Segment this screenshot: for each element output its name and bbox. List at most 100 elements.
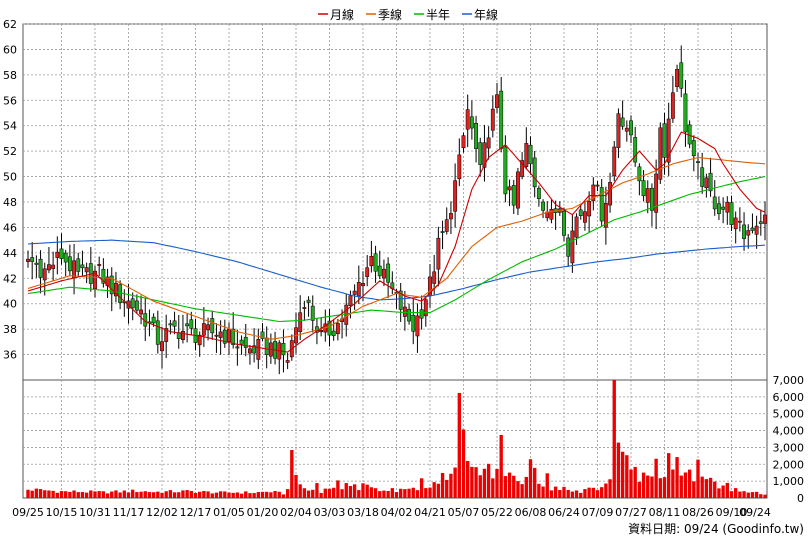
volume-bar bbox=[206, 491, 210, 498]
legend-label: 季線 bbox=[378, 7, 402, 22]
candle-body bbox=[495, 94, 499, 108]
volume-bar bbox=[754, 491, 759, 498]
candle-body bbox=[691, 140, 696, 157]
volume-bar bbox=[604, 483, 608, 498]
candle-body bbox=[335, 323, 340, 335]
ma-month-line bbox=[27, 131, 766, 353]
price-tick-label: 62 bbox=[3, 18, 17, 31]
date-tick-label: 08/11 bbox=[649, 506, 681, 519]
volume-tick-label: 1,000 bbox=[773, 475, 805, 488]
volume-bar bbox=[633, 466, 637, 498]
volume-bar bbox=[185, 490, 189, 498]
volume-bar bbox=[407, 488, 411, 498]
volume-bar bbox=[193, 492, 198, 498]
volume-bar bbox=[126, 492, 131, 498]
price-tick-label: 38 bbox=[3, 323, 17, 336]
volume-bar bbox=[101, 491, 106, 498]
candle-body bbox=[84, 267, 89, 273]
candle-body bbox=[344, 304, 349, 325]
volume-bar bbox=[260, 491, 265, 498]
volume-bar bbox=[558, 489, 562, 498]
volume-bar bbox=[549, 490, 554, 498]
candle-body bbox=[536, 187, 541, 199]
volume-bar bbox=[352, 484, 357, 498]
volume-bar bbox=[47, 490, 51, 498]
price-tick-label: 58 bbox=[3, 69, 17, 82]
volume-bar bbox=[114, 490, 118, 498]
volume-bar bbox=[625, 455, 629, 498]
volume-bar bbox=[84, 492, 89, 498]
candle-body bbox=[453, 180, 458, 212]
volume-bar bbox=[553, 486, 558, 498]
candle-body bbox=[181, 330, 185, 340]
candle-body bbox=[729, 202, 734, 225]
volume-tick-label: 6,000 bbox=[773, 391, 805, 404]
candle-body bbox=[750, 227, 755, 231]
volume-bar bbox=[248, 493, 252, 498]
volume-bar bbox=[495, 468, 499, 498]
candle-body bbox=[130, 298, 135, 309]
volume-bar bbox=[533, 467, 537, 498]
candle-body bbox=[361, 283, 365, 287]
volume-bar bbox=[541, 486, 545, 498]
candle-body bbox=[486, 137, 491, 149]
volume-bar bbox=[545, 473, 549, 498]
candle-body bbox=[235, 346, 240, 349]
volume-bar bbox=[332, 487, 336, 498]
date-axis: 09/25 10/15 10/31 11/17 12/02 12/17 01/05 01/20… bbox=[12, 506, 771, 519]
volume-bar bbox=[650, 476, 654, 498]
candle-body bbox=[67, 256, 72, 272]
date-tick-label: 07/27 bbox=[615, 506, 647, 519]
volume-bar bbox=[729, 491, 734, 498]
candle-body bbox=[382, 268, 386, 279]
candle-body bbox=[319, 330, 324, 333]
volume-bar bbox=[524, 476, 528, 498]
candle-body bbox=[541, 201, 545, 211]
candle-body bbox=[114, 282, 118, 297]
candle-body bbox=[365, 267, 370, 277]
candle-body bbox=[507, 186, 512, 191]
volume-bar bbox=[713, 481, 717, 498]
volume-bar bbox=[64, 491, 68, 498]
candle-body bbox=[134, 300, 139, 311]
ma-quarter-line bbox=[27, 156, 766, 340]
volume-bar bbox=[562, 486, 566, 498]
volume-bar bbox=[59, 491, 64, 498]
candle-body bbox=[637, 166, 642, 182]
price-tick-label: 46 bbox=[3, 221, 17, 234]
volume-bar bbox=[105, 493, 110, 498]
price-tick-label: 40 bbox=[3, 298, 17, 311]
volume-bar bbox=[239, 493, 244, 498]
volume-bar bbox=[516, 481, 520, 498]
volume-bar bbox=[587, 487, 591, 498]
volume-bar bbox=[512, 475, 516, 498]
volume-bar bbox=[72, 490, 76, 498]
candle-body bbox=[281, 343, 286, 356]
volume-bar bbox=[177, 492, 181, 498]
volume-bar bbox=[139, 491, 143, 498]
price-tick-label: 48 bbox=[3, 196, 17, 209]
volume-bar bbox=[285, 489, 290, 498]
volume-bar bbox=[428, 487, 432, 498]
volume-bar bbox=[93, 491, 97, 498]
candle-body bbox=[620, 117, 625, 127]
candle-body bbox=[197, 334, 202, 346]
candle-body bbox=[650, 187, 654, 211]
volume-tick-label: 4,000 bbox=[773, 425, 805, 438]
volume-bar bbox=[306, 490, 311, 498]
volume-tick-label: 5,000 bbox=[773, 408, 805, 421]
volume-bar bbox=[591, 487, 595, 498]
date-tick-label: 05/07 bbox=[448, 506, 480, 519]
volume-bar bbox=[302, 488, 307, 498]
price-tick-label: 54 bbox=[3, 120, 17, 133]
volume-bar bbox=[156, 491, 160, 498]
volume-bar bbox=[76, 492, 80, 498]
volume-bar bbox=[704, 479, 709, 498]
candle-body bbox=[503, 146, 508, 195]
volume-bar bbox=[612, 380, 616, 498]
volume-bar bbox=[298, 484, 302, 498]
candle-body bbox=[737, 220, 742, 223]
volume-bar bbox=[403, 489, 407, 498]
candle-body bbox=[591, 184, 596, 202]
date-tick-label: 04/02 bbox=[381, 506, 413, 519]
